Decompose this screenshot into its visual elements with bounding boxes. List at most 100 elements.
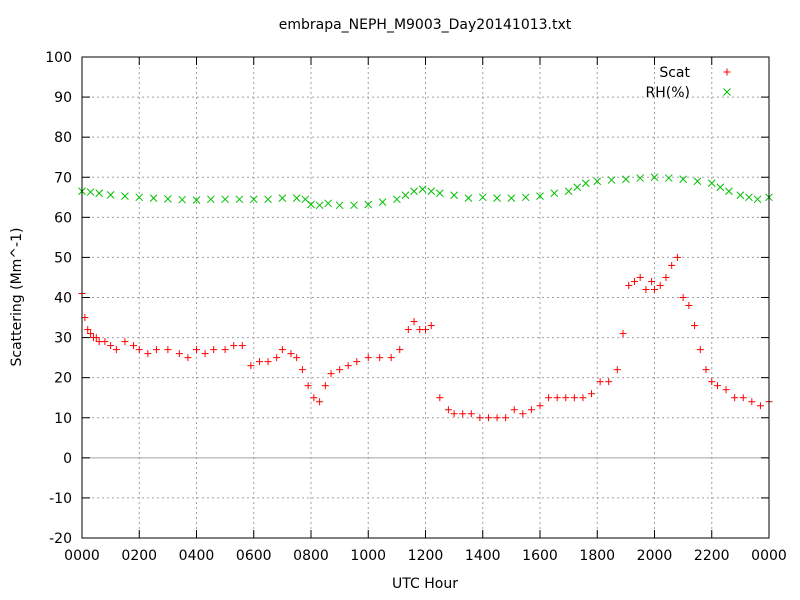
legend: Scat RH(%) (646, 65, 731, 101)
data-point (625, 281, 633, 289)
data-point (293, 354, 301, 362)
y-tick-label: 80 (54, 130, 72, 146)
y-axis-ticks: -20 -10 0 10 20 30 40 50 60 70 80 90 100 (45, 50, 769, 547)
data-point (484, 414, 492, 422)
data-point (87, 330, 95, 338)
data-point (521, 193, 530, 202)
data-point (84, 326, 92, 334)
data-point (607, 176, 616, 184)
y-tick-label: 70 (54, 170, 72, 186)
data-point (707, 179, 716, 188)
data-point (593, 177, 602, 186)
data-point (353, 358, 361, 366)
data-point (685, 302, 693, 310)
y-tick-label: 90 (54, 90, 72, 106)
data-point (135, 346, 143, 354)
legend-marker (723, 88, 731, 96)
data-point (693, 177, 702, 186)
data-point (596, 378, 604, 386)
data-point (292, 194, 301, 202)
data-point (387, 354, 395, 362)
data-point (619, 330, 627, 338)
data-point (656, 281, 664, 289)
data-point (336, 366, 344, 374)
data-point (396, 346, 404, 354)
x-tick-label: 1000 (350, 548, 386, 564)
data-point (92, 334, 100, 342)
legend-label: Scat (659, 65, 690, 81)
data-point (210, 346, 218, 354)
data-point (135, 193, 144, 202)
data-point (230, 342, 238, 350)
data-point (427, 187, 436, 196)
data-point (745, 193, 753, 202)
data-point (536, 192, 544, 200)
data-point (418, 185, 427, 194)
data-point (545, 394, 553, 402)
data-point (378, 198, 387, 206)
data-point (668, 261, 676, 269)
legend-label: RH(%) (646, 85, 690, 101)
data-point (588, 390, 596, 398)
data-point (238, 342, 246, 350)
data-point (264, 358, 272, 366)
data-point (510, 406, 518, 414)
data-point (278, 194, 287, 202)
y-tick-label: 10 (54, 411, 72, 427)
data-point (519, 410, 527, 418)
data-point (716, 183, 725, 192)
data-point (464, 194, 473, 202)
chart-title: embrapa_NEPH_M9003_Day20141013.txt (278, 17, 572, 33)
data-point (493, 194, 501, 202)
x-tick-label: 1800 (579, 548, 615, 564)
data-point (364, 200, 373, 209)
y-tick-label: 50 (54, 250, 72, 266)
data-point (679, 294, 687, 301)
data-point (579, 394, 587, 402)
data-point (376, 354, 384, 362)
data-point (630, 277, 638, 285)
data-point (350, 201, 358, 210)
data-point (722, 386, 730, 394)
data-point (287, 350, 295, 358)
x-tick-label: 2200 (694, 548, 730, 564)
data-point (679, 175, 687, 184)
data-point (107, 342, 115, 350)
x-tick-label: 0000 (64, 548, 100, 564)
data-point (736, 191, 745, 200)
x-tick-label: 0600 (236, 548, 272, 564)
x-axis-label: UTC Hour (392, 576, 458, 592)
data-point (247, 362, 255, 370)
data-point (573, 183, 582, 192)
series-1 (78, 173, 773, 210)
data-point (81, 314, 89, 322)
data-point (476, 414, 484, 422)
x-tick-label: 2000 (637, 548, 673, 564)
data-point (221, 195, 229, 204)
data-point (249, 195, 258, 204)
data-point (493, 414, 501, 422)
data-point (393, 195, 401, 204)
y-tick-label: 20 (54, 371, 72, 387)
data-point (642, 285, 650, 293)
data-point (101, 338, 109, 346)
data-point (748, 398, 756, 406)
data-point (193, 346, 200, 354)
data-point (708, 378, 716, 386)
data-point (435, 189, 444, 198)
data-point (581, 179, 590, 188)
data-point (673, 253, 681, 261)
data-point (427, 322, 435, 330)
data-point (636, 273, 644, 281)
data-point (298, 366, 306, 374)
y-tick-label: 30 (54, 331, 72, 347)
plot-frame (81, 56, 770, 539)
data-point (112, 346, 120, 354)
x-tick-label: 1600 (522, 548, 558, 564)
data-point (444, 406, 452, 414)
data-point (691, 322, 699, 330)
data-point (175, 350, 183, 358)
y-tick-label: 0 (63, 451, 72, 467)
data-point (570, 394, 578, 402)
y-tick-label: 40 (54, 291, 72, 307)
